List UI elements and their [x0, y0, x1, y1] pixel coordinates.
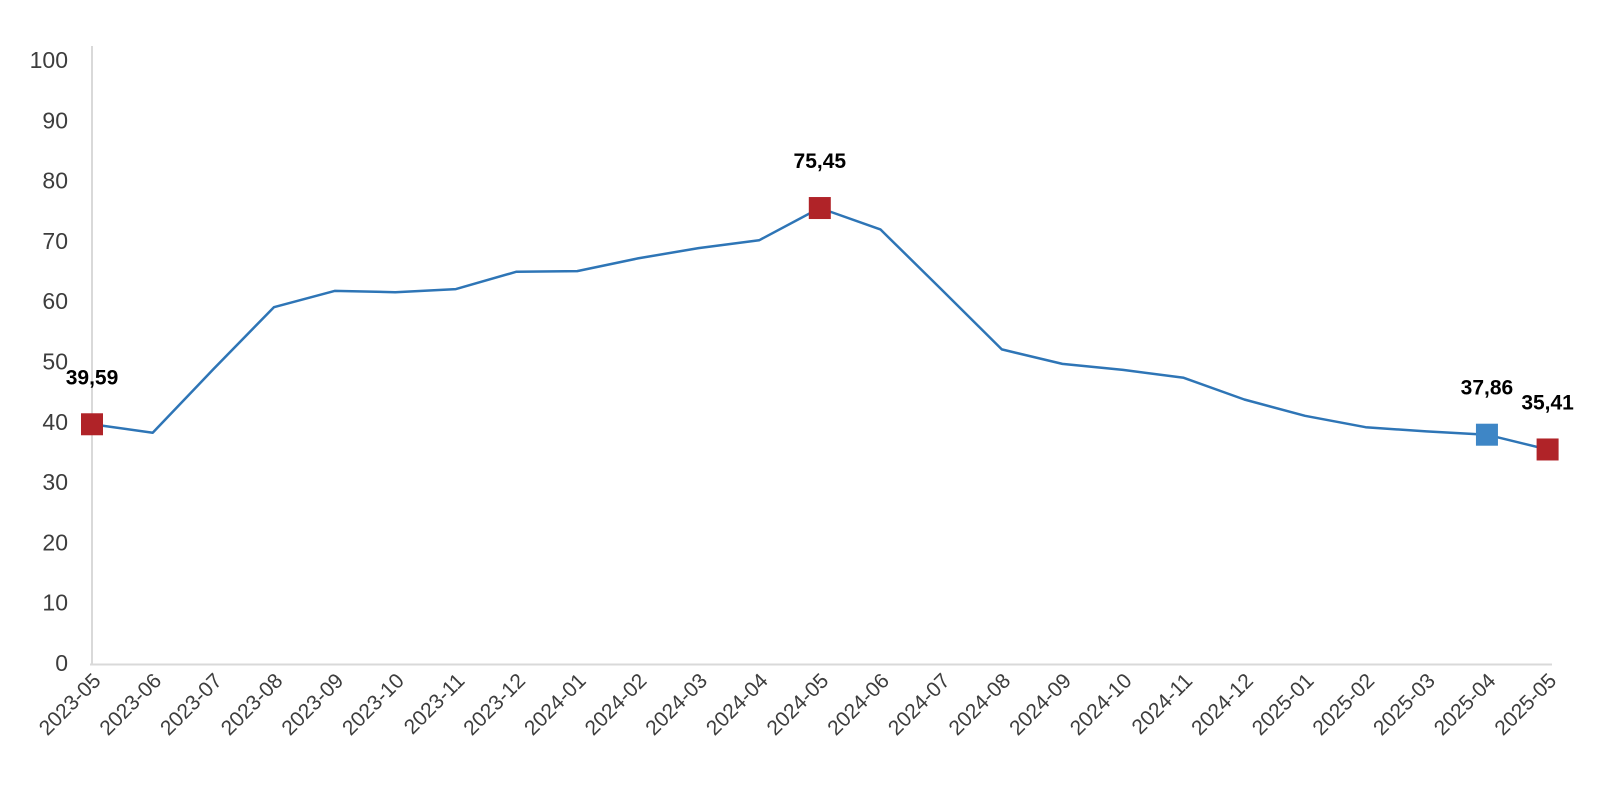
x-tick-label: 2024-11 [1128, 669, 1198, 739]
x-tick-label: 2023-05 [35, 669, 106, 740]
y-tick-label: 40 [42, 409, 68, 435]
x-tick-label: 2024-07 [884, 669, 955, 740]
x-tick-label: 2023-12 [459, 669, 530, 740]
x-tick-label: 2024-10 [1066, 669, 1137, 740]
y-tick-label: 60 [42, 288, 68, 314]
x-tick-label: 2024-12 [1187, 669, 1258, 740]
x-tick-label: 2023-07 [156, 669, 227, 740]
data-label: 75,45 [794, 150, 847, 173]
y-tick-label: 20 [42, 529, 68, 555]
data-marker [1536, 438, 1559, 461]
y-tick-label: 30 [42, 469, 68, 495]
y-tick-label: 50 [42, 349, 68, 375]
x-tick-label: 2024-04 [702, 669, 773, 740]
series-line [91, 206, 1548, 451]
y-tick-label: 70 [42, 228, 68, 254]
x-tick-label: 2024-08 [945, 669, 1016, 740]
y-tick-label: 0 [55, 650, 68, 676]
y-tick-label: 80 [42, 168, 68, 194]
x-tick-label: 2023-09 [277, 669, 348, 740]
data-label: 37,86 [1461, 377, 1514, 400]
data-marker [808, 197, 831, 220]
x-tick-label: 2024-06 [823, 669, 894, 740]
x-tick-label: 2024-09 [1005, 669, 1076, 740]
x-tick-label: 2025-03 [1369, 669, 1440, 740]
x-tick-label: 2023-08 [217, 669, 288, 740]
x-tick-label: 2024-02 [581, 669, 652, 740]
x-tick-label: 2024-03 [641, 669, 712, 740]
data-marker [1475, 423, 1498, 446]
x-tick-label: 2023-11 [400, 669, 470, 739]
x-tick-label: 2023-10 [338, 669, 409, 740]
x-tick-label: 2025-01 [1248, 669, 1319, 740]
x-tick-label: 2025-05 [1490, 669, 1561, 740]
x-tick-label: 2024-05 [763, 669, 834, 740]
y-tick-label: 90 [42, 107, 68, 133]
x-tick-label: 2025-02 [1308, 669, 1379, 740]
data-label: 39,59 [66, 366, 119, 389]
y-tick-label: 10 [42, 590, 68, 616]
data-marker [81, 413, 103, 436]
data-label: 35,41 [1521, 391, 1574, 414]
x-tick-label: 2025-04 [1430, 669, 1501, 740]
x-tick-label: 2024-01 [520, 669, 591, 740]
x-tick-label: 2023-06 [95, 669, 166, 740]
y-tick-label: 100 [30, 47, 68, 73]
